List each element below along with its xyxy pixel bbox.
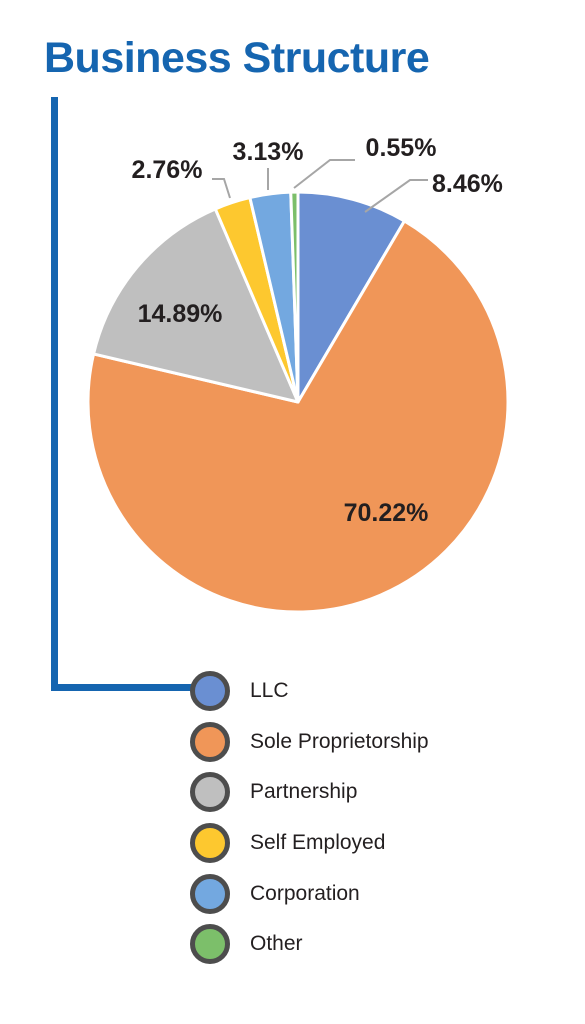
legend: LLC Sole Proprietorship Partnership Self… [190, 666, 429, 970]
connector-line-horizontal [51, 684, 196, 691]
legend-item-corporation: Corporation [190, 868, 429, 919]
pie-slice-llc [296, 190, 406, 404]
data-label-other: 0.55% [366, 134, 437, 162]
leader-line-other [293, 159, 355, 189]
pie-slice-sole-proprietorship [86, 219, 510, 614]
legend-item-sole-proprietorship: Sole Proprietorship [190, 717, 429, 768]
data-label-partnership: 14.89% [138, 300, 223, 328]
chart-title: Business Structure [44, 34, 430, 82]
legend-item-llc: LLC [190, 666, 429, 717]
legend-item-partnership: Partnership [190, 767, 429, 818]
legend-swatch-other [190, 924, 230, 965]
legend-swatch-corporation [190, 873, 230, 914]
legend-label-llc: LLC [250, 679, 289, 703]
leader-line-llc [364, 179, 428, 213]
legend-label-sole-proprietorship: Sole Proprietorship [250, 729, 429, 753]
legend-swatch-self-employed [190, 823, 230, 864]
data-label-corporation: 3.13% [233, 138, 304, 166]
legend-label-other: Other [250, 932, 303, 956]
data-label-self-employed: 2.76% [132, 156, 203, 184]
data-label-sole-proprietorship: 70.22% [344, 499, 429, 527]
data-label-llc: 8.46% [432, 170, 503, 198]
legend-label-corporation: Corporation [250, 881, 360, 905]
legend-item-other: Other [190, 919, 429, 970]
legend-label-partnership: Partnership [250, 780, 358, 804]
legend-swatch-llc [190, 671, 230, 712]
legend-label-self-employed: Self Employed [250, 831, 386, 855]
legend-swatch-partnership [190, 772, 230, 813]
legend-swatch-sole-proprietorship [190, 721, 230, 762]
leader-line-self-employed [212, 178, 231, 199]
connector-line-vertical [51, 97, 58, 690]
pie-slice-other [289, 190, 300, 404]
pie-chart: 8.46% 70.22% 14.89% 2.76% 3.13% 0.55% [86, 134, 510, 614]
pie-slice-partnership [92, 207, 300, 404]
legend-item-self-employed: Self Employed [190, 818, 429, 869]
